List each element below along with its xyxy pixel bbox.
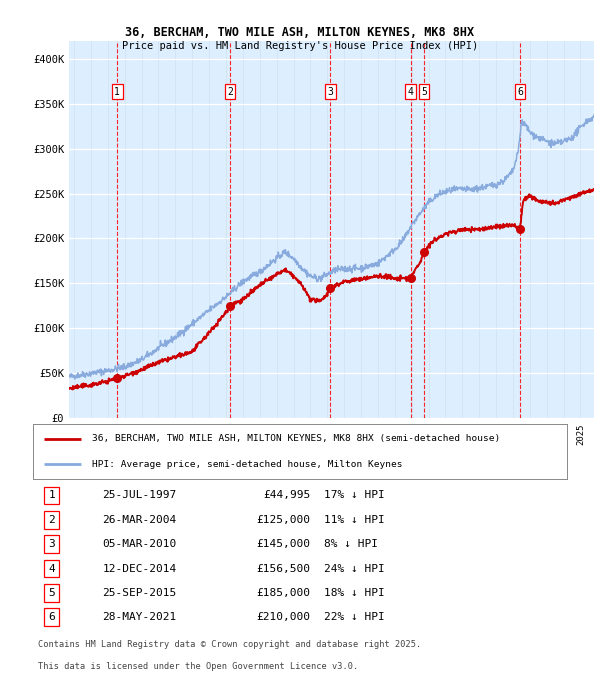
Text: £125,000: £125,000: [257, 515, 311, 525]
Text: 3: 3: [49, 539, 55, 549]
Text: 36, BERCHAM, TWO MILE ASH, MILTON KEYNES, MK8 8HX: 36, BERCHAM, TWO MILE ASH, MILTON KEYNES…: [125, 26, 475, 39]
Text: £44,995: £44,995: [263, 490, 311, 500]
Text: 5: 5: [421, 87, 427, 97]
Text: 36, BERCHAM, TWO MILE ASH, MILTON KEYNES, MK8 8HX (semi-detached house): 36, BERCHAM, TWO MILE ASH, MILTON KEYNES…: [92, 435, 500, 443]
Text: 4: 4: [49, 564, 55, 573]
Text: 17% ↓ HPI: 17% ↓ HPI: [324, 490, 385, 500]
Text: 26-MAR-2004: 26-MAR-2004: [103, 515, 176, 525]
Text: 5: 5: [49, 588, 55, 598]
Text: 1: 1: [49, 490, 55, 500]
Text: 6: 6: [517, 87, 523, 97]
Text: 6: 6: [49, 612, 55, 622]
Text: 2: 2: [227, 87, 233, 97]
Text: 24% ↓ HPI: 24% ↓ HPI: [324, 564, 385, 573]
Text: £185,000: £185,000: [257, 588, 311, 598]
Text: 8% ↓ HPI: 8% ↓ HPI: [324, 539, 378, 549]
Text: 25-SEP-2015: 25-SEP-2015: [103, 588, 176, 598]
Text: Price paid vs. HM Land Registry's House Price Index (HPI): Price paid vs. HM Land Registry's House …: [122, 41, 478, 51]
Text: 18% ↓ HPI: 18% ↓ HPI: [324, 588, 385, 598]
Text: HPI: Average price, semi-detached house, Milton Keynes: HPI: Average price, semi-detached house,…: [92, 460, 402, 469]
Text: £156,500: £156,500: [257, 564, 311, 573]
Text: 05-MAR-2010: 05-MAR-2010: [103, 539, 176, 549]
Text: 22% ↓ HPI: 22% ↓ HPI: [324, 612, 385, 622]
Text: £210,000: £210,000: [257, 612, 311, 622]
Text: 2: 2: [49, 515, 55, 525]
Text: 12-DEC-2014: 12-DEC-2014: [103, 564, 176, 573]
Text: 28-MAY-2021: 28-MAY-2021: [103, 612, 176, 622]
Text: 4: 4: [408, 87, 413, 97]
Text: £145,000: £145,000: [257, 539, 311, 549]
Text: This data is licensed under the Open Government Licence v3.0.: This data is licensed under the Open Gov…: [38, 662, 359, 671]
Text: 11% ↓ HPI: 11% ↓ HPI: [324, 515, 385, 525]
Text: 3: 3: [327, 87, 333, 97]
Text: 25-JUL-1997: 25-JUL-1997: [103, 490, 176, 500]
Text: Contains HM Land Registry data © Crown copyright and database right 2025.: Contains HM Land Registry data © Crown c…: [38, 641, 422, 649]
Text: 1: 1: [115, 87, 120, 97]
